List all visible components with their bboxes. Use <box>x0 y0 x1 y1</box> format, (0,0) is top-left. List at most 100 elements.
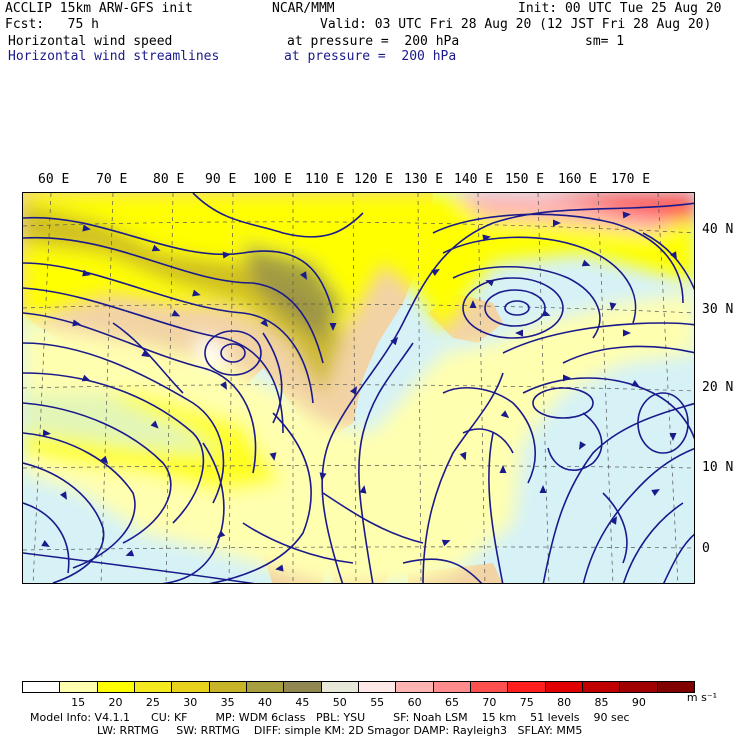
lat-label: 0 <box>702 541 710 556</box>
field-label-wind-speed: Horizontal wind speed <box>8 34 173 49</box>
streamline-arrowhead <box>563 374 571 382</box>
streamline-arrowhead <box>219 381 227 390</box>
graticule <box>23 193 694 583</box>
lat-label: 40 N <box>702 222 734 237</box>
lon-label: 140 E <box>454 172 494 187</box>
streamline-arrowhead <box>482 234 491 242</box>
model-title: ACCLIP 15km ARW-GFS init <box>5 1 193 16</box>
colorbar-label: 35 <box>220 696 235 709</box>
colorbar-swatch <box>545 682 583 692</box>
streamline-arrowhead <box>609 302 617 311</box>
streamline-arrowhead <box>42 429 51 437</box>
colorbar-label: 40 <box>258 696 273 709</box>
colorbar-label: 25 <box>145 696 160 709</box>
colorbar-swatch <box>396 682 434 692</box>
colorbar-swatch <box>97 682 135 692</box>
colorbar-swatch <box>172 682 210 692</box>
streamline-arrowhead <box>431 269 440 277</box>
colorbar-label: 65 <box>444 696 459 709</box>
colorbar-swatch <box>470 682 509 692</box>
streamline-arrowhead <box>222 251 231 259</box>
streamline-arrowhead <box>669 251 677 260</box>
colorbar-swatch <box>433 682 471 692</box>
streamline-arrowhead <box>151 244 161 252</box>
lon-label: 60 E <box>38 172 70 187</box>
init-time: Init: 00 UTC Tue 25 Aug 20 <box>518 1 722 16</box>
colorbar-label: 15 <box>71 696 86 709</box>
streamline-arrowhead <box>125 549 135 557</box>
colorbar-swatch <box>620 682 658 692</box>
streamline-arrows <box>41 211 677 572</box>
streamline-arrowhead <box>669 433 677 441</box>
streamline-arrowhead <box>500 410 510 419</box>
streamline-arrowhead <box>59 491 67 500</box>
streamline-arrowhead <box>41 539 50 547</box>
colorbar-label: 75 <box>519 696 534 709</box>
colorbar-swatch <box>209 682 247 692</box>
streamline-arrowhead <box>541 309 551 317</box>
lon-label: 150 E <box>505 172 545 187</box>
streamline-arrowhead <box>216 530 226 539</box>
smoothing-label: sm= 1 <box>585 34 625 49</box>
streamline-arrowhead <box>499 465 507 473</box>
streamline-arrowhead <box>275 564 284 572</box>
colorbar-label: 60 <box>407 696 422 709</box>
colorbar-label: 55 <box>370 696 385 709</box>
lon-label: 130 E <box>404 172 444 187</box>
streamline-arrowhead <box>359 485 367 494</box>
colorbar-label: 70 <box>482 696 497 709</box>
field-level-wind-speed: at pressure = 200 hPa <box>287 34 460 49</box>
colorbar-label: 90 <box>631 696 646 709</box>
colorbar-swatch <box>358 682 397 692</box>
lon-label: 80 E <box>153 172 185 187</box>
colorbar-swatch <box>284 682 322 692</box>
streamline-arrowhead <box>581 259 591 267</box>
streamline-arrowhead <box>329 323 337 331</box>
lat-label: 10 N <box>702 460 734 475</box>
streamline-arrowhead <box>609 516 617 525</box>
streamline-arrowhead <box>631 379 640 387</box>
colorbar-swatch <box>60 682 98 692</box>
streamline-arrowhead <box>82 269 91 277</box>
streamline-arrowhead <box>390 336 399 346</box>
lon-label: 90 E <box>205 172 237 187</box>
streamline-arrowhead <box>553 219 561 227</box>
colorbar-swatch <box>134 682 173 692</box>
field-label-streamlines: Horizontal wind streamlines <box>8 49 220 64</box>
lat-label: 20 N <box>702 380 734 395</box>
colorbar-swatch <box>321 682 359 692</box>
colorbar-label: 30 <box>183 696 198 709</box>
streamline-arrowhead <box>651 489 660 497</box>
institution-label: NCAR/MMM <box>272 1 335 16</box>
colorbar-swatch <box>508 682 546 692</box>
lon-label: 120 E <box>354 172 394 187</box>
forecast-hour: Fcst: 75 h <box>5 17 99 32</box>
field-level-streamlines: at pressure = 200 hPa <box>284 49 457 64</box>
colorbar <box>22 681 695 693</box>
colorbar-label: 80 <box>557 696 572 709</box>
streamline-arrowhead <box>299 271 307 280</box>
colorbar-swatch <box>246 682 285 692</box>
colorbar-swatch <box>582 682 621 692</box>
streamline-arrowhead <box>192 289 201 297</box>
streamline-arrowhead <box>441 539 451 547</box>
streamline-arrowhead <box>349 386 357 395</box>
model-info-line1: Model Info: V4.1.1 CU: KF MP: WDM 6class… <box>30 711 630 724</box>
streamline-arrowhead <box>81 374 91 382</box>
colorbar-label: 50 <box>332 696 347 709</box>
streamline-arrowhead <box>623 329 631 337</box>
colorbar-label: 85 <box>594 696 609 709</box>
colorbar-swatch <box>657 682 694 692</box>
lon-label: 100 E <box>253 172 293 187</box>
streamline-arrowhead <box>459 451 467 461</box>
colorbar-label: 45 <box>295 696 310 709</box>
valid-time: Valid: 03 UTC Fri 28 Aug 20 (12 JST Fri … <box>320 17 712 32</box>
lon-label: 160 E <box>558 172 598 187</box>
streamlines <box>23 193 694 583</box>
streamline-arrowhead <box>269 452 277 461</box>
streamline-arrowhead <box>579 441 587 450</box>
colorbar-label: 20 <box>108 696 123 709</box>
lat-label: 30 N <box>702 302 734 317</box>
colorbar-swatch <box>23 682 61 692</box>
streamline-arrowhead <box>539 485 547 493</box>
